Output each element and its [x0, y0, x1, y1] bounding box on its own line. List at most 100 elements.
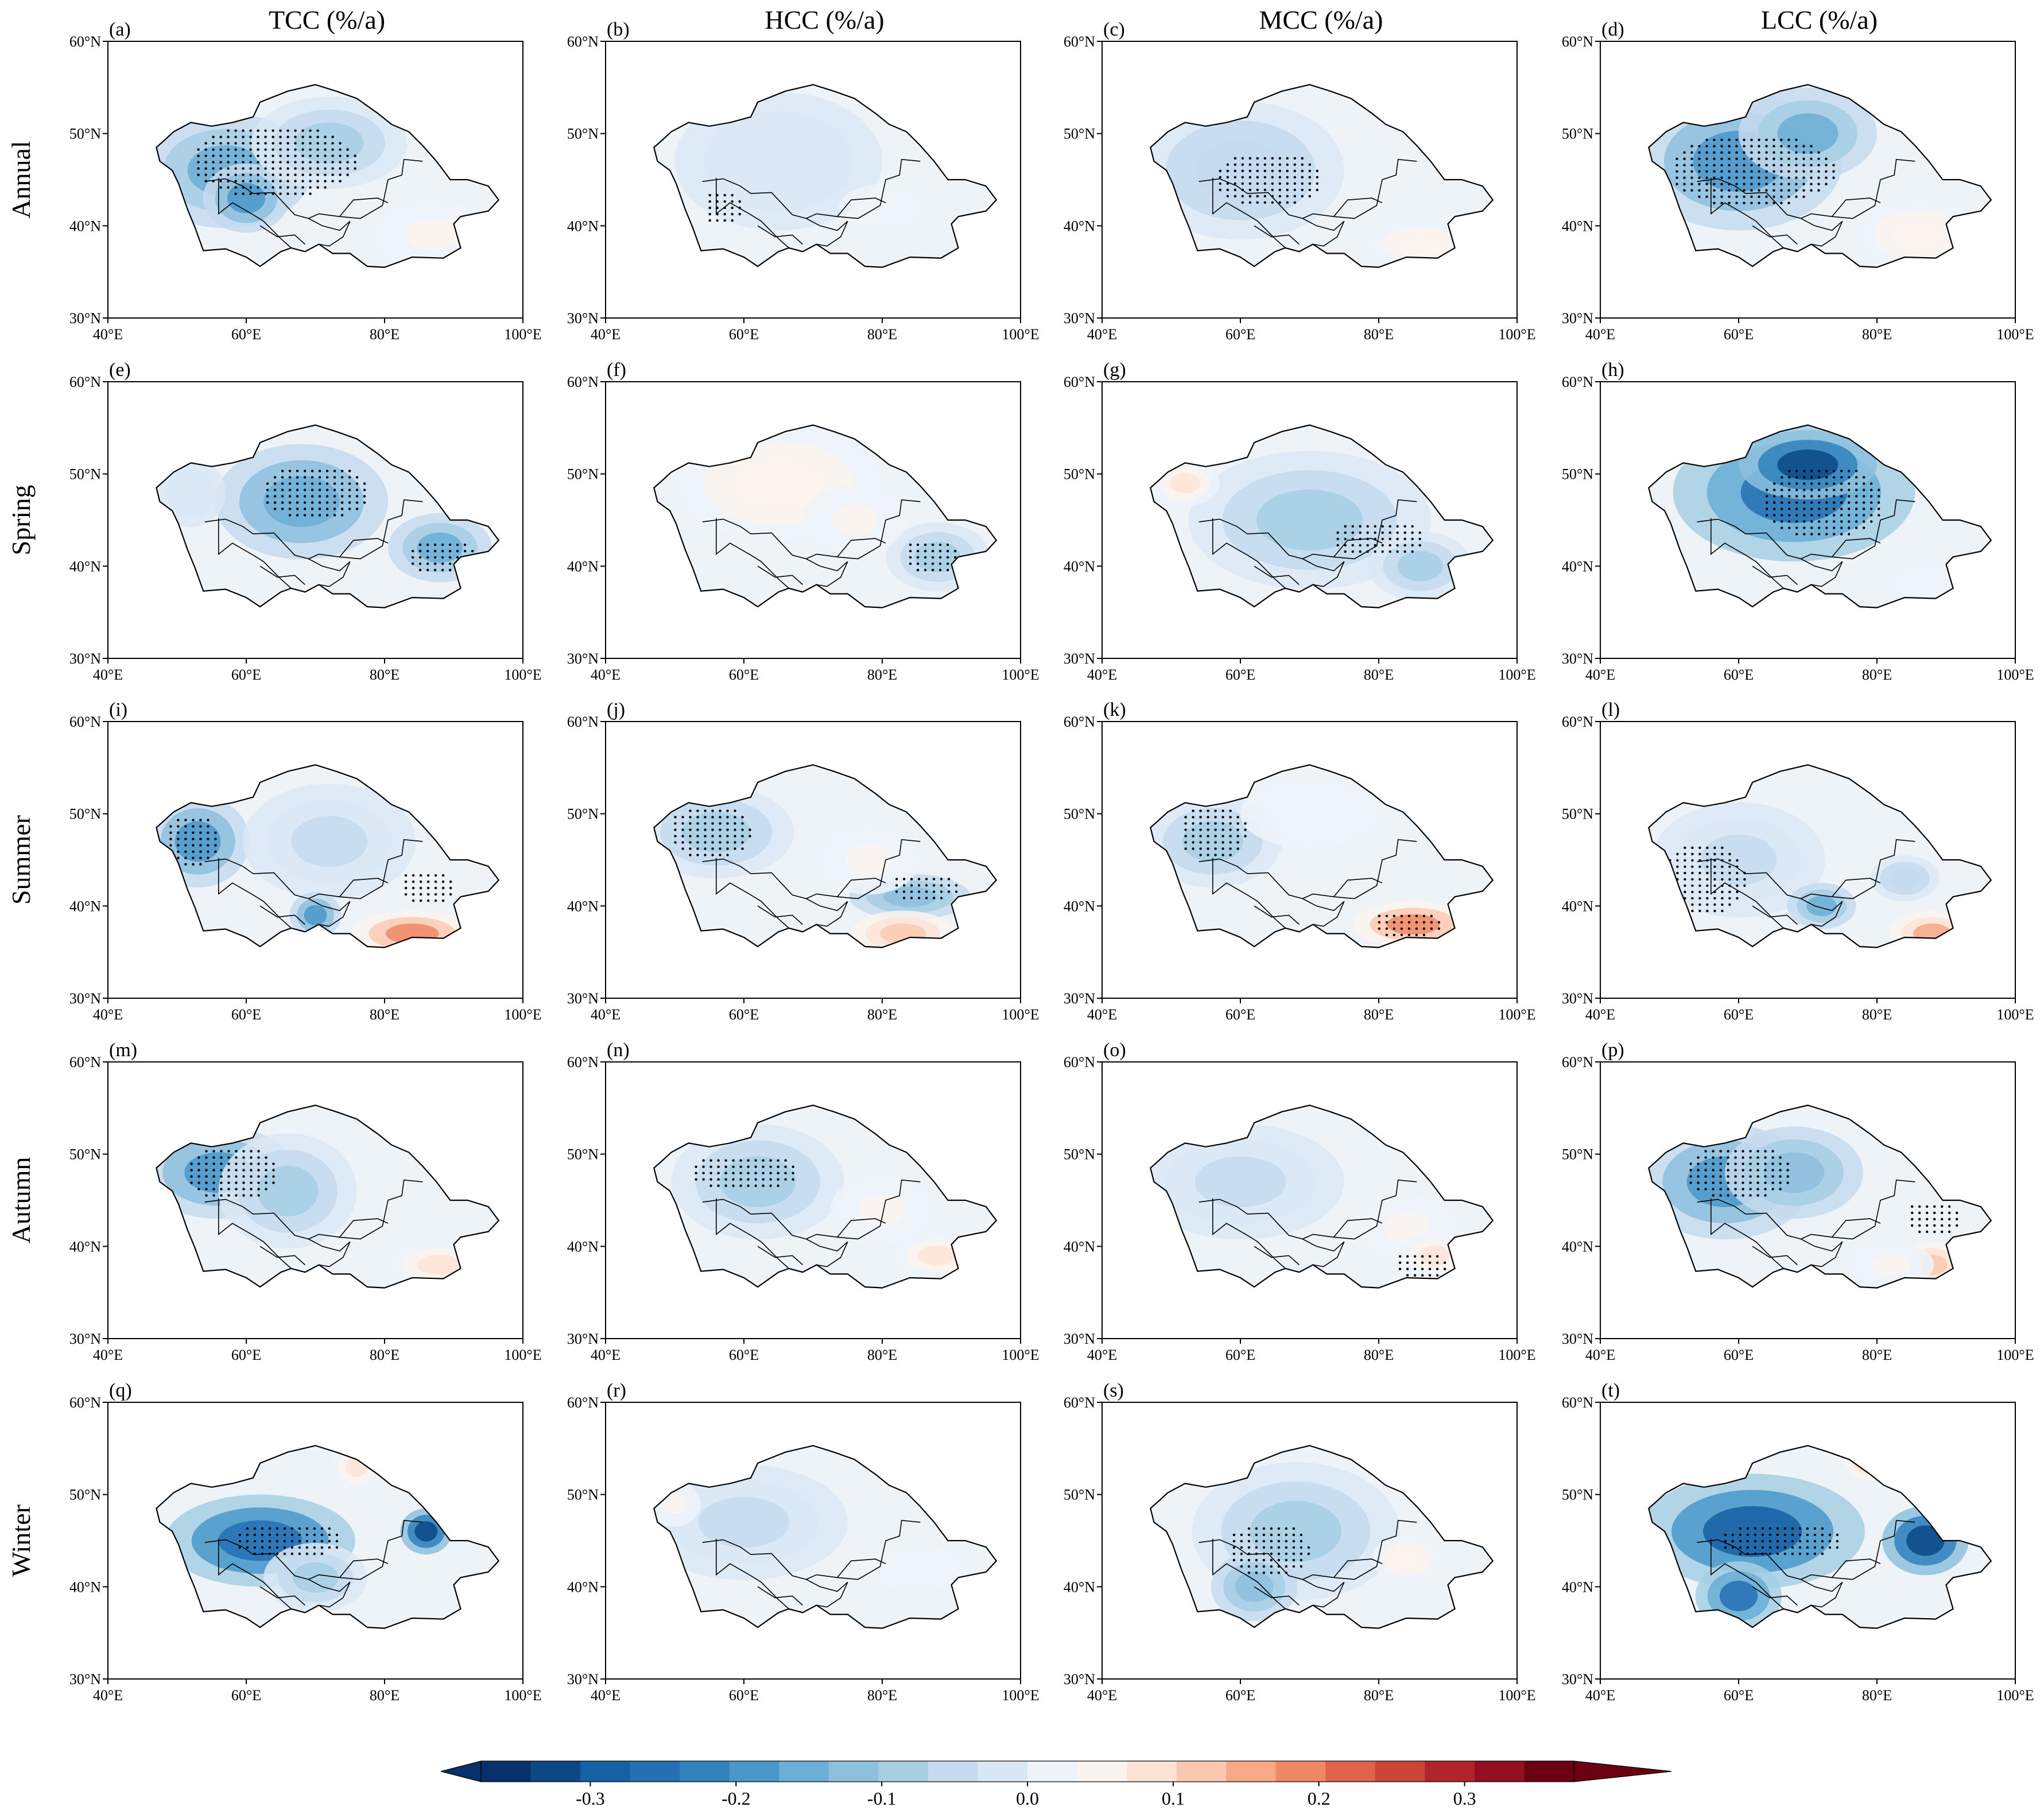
- stipple-dot: [1721, 890, 1724, 894]
- stipple-dot: [938, 562, 942, 565]
- stipple-dot: [1735, 195, 1738, 198]
- stipple-dot: [1802, 164, 1805, 166]
- stipple-dot: [266, 488, 269, 491]
- stipple-dot: [296, 514, 299, 517]
- stipple-dot: [355, 501, 359, 504]
- country-border: [218, 518, 292, 589]
- stipple-dot: [257, 186, 259, 189]
- stipple-dot: [747, 1172, 750, 1174]
- stipple-dot: [1810, 164, 1813, 166]
- lon-tick-label: 80°E: [867, 666, 897, 683]
- stipple-dot: [1727, 1181, 1729, 1184]
- stipple-dot: [1803, 526, 1806, 529]
- stipple-dot: [328, 1533, 331, 1537]
- stipple-dot: [363, 488, 366, 491]
- stipple-dot: [1192, 816, 1194, 819]
- stipple-dot: [1691, 890, 1694, 894]
- stipple-dot: [709, 1159, 712, 1162]
- stipple-dot: [1669, 884, 1671, 887]
- lat-tick-label: 50°N: [567, 1487, 599, 1503]
- stipple-dot: [249, 192, 252, 195]
- stipple-dot: [1675, 164, 1678, 166]
- stipple-dot: [212, 1162, 215, 1165]
- lat-tick-label: 60°N: [69, 713, 101, 730]
- stipple-dot: [1263, 182, 1266, 185]
- stipple-dot: [1803, 470, 1806, 472]
- stipple-dot: [212, 1150, 215, 1153]
- stipple-dot: [333, 482, 336, 485]
- stipple-dot: [1863, 488, 1865, 491]
- stipple-dot: [754, 1184, 757, 1187]
- stipple-dot: [1756, 1181, 1759, 1184]
- stipple-dot: [333, 470, 336, 472]
- stipple-dot: [441, 893, 445, 896]
- lat-tick-label: 40°N: [1064, 898, 1095, 914]
- panel-letter: (r): [607, 1380, 626, 1401]
- stipple-dot: [177, 850, 180, 853]
- stipple-dot: [1742, 1156, 1744, 1159]
- stipple-dot: [1221, 854, 1224, 856]
- stipple-dot: [309, 135, 312, 138]
- stipple-dot: [325, 501, 329, 504]
- lon-tick-label: 40°E: [1087, 1006, 1117, 1023]
- stipple-dot: [303, 482, 307, 485]
- stipple-dot: [1240, 1552, 1243, 1556]
- country-border: [1711, 858, 1784, 929]
- stipple-dot: [777, 1178, 779, 1181]
- stipple-dot: [272, 129, 274, 132]
- stipple-dot: [1236, 835, 1239, 837]
- colorbar-segment: [1474, 1761, 1525, 1782]
- stipple-dot: [946, 556, 949, 559]
- stipple-dot: [1689, 1162, 1692, 1165]
- stipple-dot: [1840, 533, 1843, 536]
- stipple-dot: [1422, 921, 1426, 924]
- stipple-dot: [1727, 1194, 1729, 1197]
- country-border: [1697, 499, 1915, 560]
- lon-tick-label: 80°E: [370, 666, 400, 683]
- stipple-dot: [1758, 176, 1760, 179]
- stipple-dot: [214, 831, 217, 834]
- stipple-dot: [1788, 470, 1791, 472]
- trend-blob: [1279, 798, 1340, 829]
- stipple-dot: [419, 874, 422, 877]
- stipple-dot: [1870, 520, 1873, 523]
- lat-tick-label: 30°N: [1064, 1671, 1095, 1688]
- stipple-dot: [1803, 495, 1806, 498]
- stipple-dot: [1292, 1539, 1296, 1543]
- stipple-dot: [1781, 476, 1783, 479]
- trend-shading: [1649, 765, 1991, 948]
- stipple-dot: [1705, 195, 1708, 198]
- region-outline: [1648, 1445, 1992, 1629]
- map-frame: [107, 721, 523, 999]
- stipple-dot: [1956, 1224, 1958, 1227]
- stipple-dot: [1684, 890, 1686, 894]
- stipple-dot: [1229, 847, 1232, 850]
- stipple-dot: [272, 148, 274, 151]
- stipple-dot: [1780, 164, 1783, 166]
- lat-tick-label: 60°N: [567, 374, 599, 390]
- stipple-dot: [947, 878, 951, 881]
- stipple-dot: [704, 809, 707, 812]
- stipple-dot: [266, 482, 269, 485]
- stipple-dot: [1388, 550, 1391, 553]
- stipple-dot: [264, 129, 267, 132]
- stipple-dot: [1719, 1169, 1722, 1172]
- lon-tick-label: 80°E: [370, 1687, 400, 1704]
- stipple-dot: [242, 1150, 245, 1153]
- stipple-dot: [331, 161, 334, 164]
- stipple-dot: [711, 828, 714, 831]
- stipple-dot: [1765, 183, 1768, 185]
- lat-tick-label: 60°N: [1064, 1394, 1095, 1411]
- stipple-dot: [1855, 526, 1858, 529]
- lat-tick-label: 30°N: [69, 310, 101, 327]
- stipple-dot: [1374, 550, 1376, 553]
- lat-tick-label: 40°N: [69, 558, 101, 575]
- lon-tick-label: 40°E: [591, 1687, 620, 1704]
- country-border: [1752, 1246, 1798, 1266]
- trend-blob: [663, 1494, 686, 1514]
- stipple-dot: [1388, 537, 1391, 541]
- stipple-dot: [220, 1162, 223, 1165]
- stipple-dot: [1825, 183, 1828, 185]
- stipple-dot: [441, 556, 444, 559]
- stipple-dot: [1848, 520, 1851, 523]
